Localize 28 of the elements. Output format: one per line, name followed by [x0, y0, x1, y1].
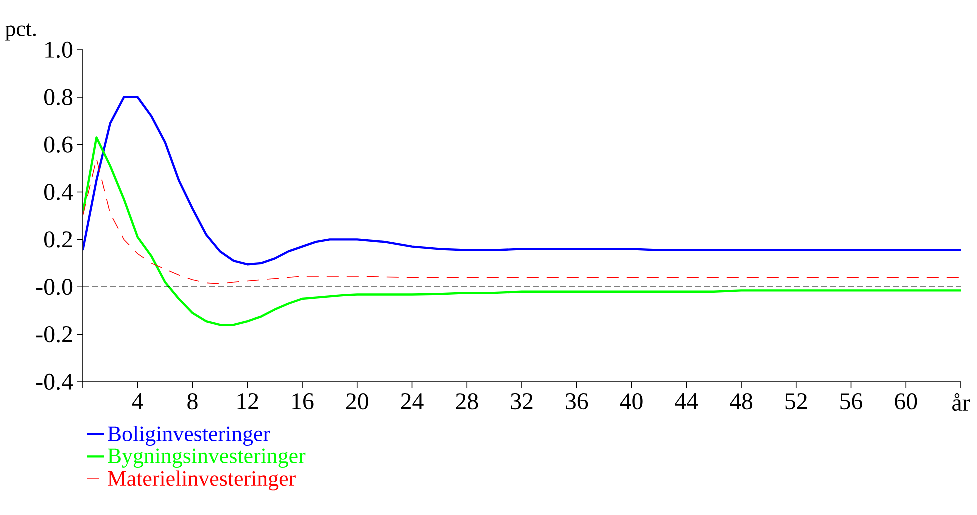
y-tick-label: -0.0	[36, 279, 73, 296]
x-tick-label: 12	[238, 394, 258, 410]
y-tick-label: 0.4	[44, 184, 74, 200]
x-tick-label: 44	[675, 394, 698, 410]
x-tick-label: 40	[620, 394, 643, 410]
x-tick-label: 60	[895, 394, 918, 410]
x-tick-label: 48	[730, 394, 753, 410]
y-tick-label: 0.6	[44, 136, 73, 153]
legend-label: Boliginvesteringer	[108, 426, 270, 446]
x-tick-label: 20	[346, 394, 368, 410]
x-tick-label: 8	[188, 394, 198, 410]
x-tick-label: 36	[566, 394, 588, 410]
x-tick-label: år	[952, 394, 970, 412]
x-tick-label: 56	[840, 394, 862, 410]
y-tick-label: 0.8	[44, 89, 73, 106]
x-tick-label: 24	[401, 394, 424, 410]
legend-label: Bygningsinvesteringer	[108, 448, 306, 468]
x-tick-label: 4	[132, 394, 144, 410]
x-tick-label: 52	[786, 394, 808, 410]
x-tick-label: 16	[292, 394, 314, 410]
y-tick-label: 1.0	[46, 42, 73, 58]
legend-label: Materielinvesteringer	[108, 470, 296, 491]
y-tick-label: -0.2	[36, 326, 72, 343]
x-tick-label: 32	[511, 394, 533, 410]
y-tick-label: 0.2	[44, 232, 72, 248]
y-axis-title: pct.	[6, 24, 36, 41]
y-tick-label: -0.4	[36, 374, 74, 390]
x-tick-label: 28	[456, 394, 478, 410]
